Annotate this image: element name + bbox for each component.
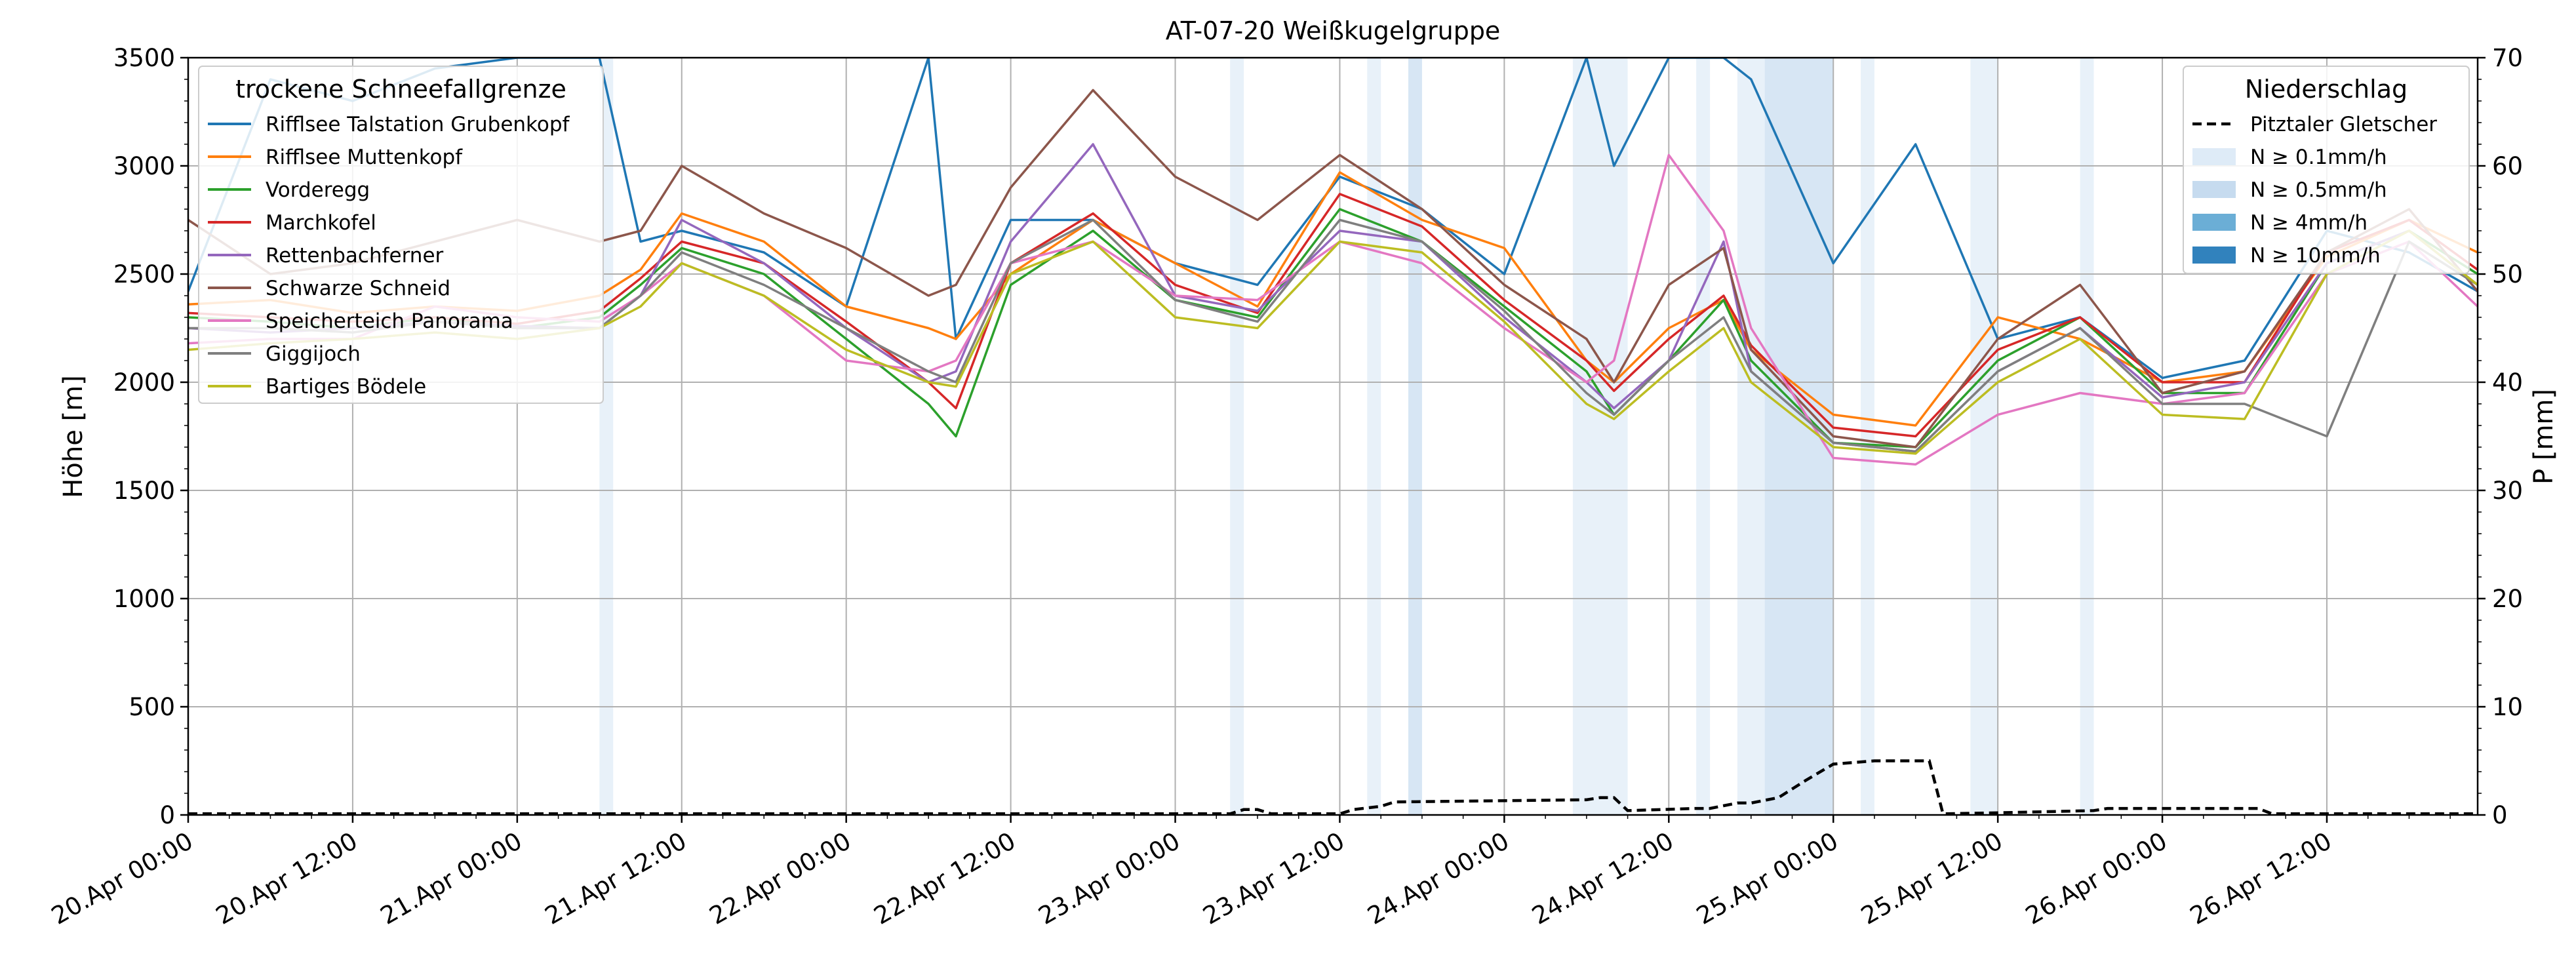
y-tick-label-6: 3000 <box>113 152 175 180</box>
grid <box>188 57 2478 816</box>
y2-tick-label-4: 40 <box>2492 368 2523 397</box>
legend-label-0: Rifflsee Talstation Grubenkopf <box>266 113 570 136</box>
y-tick-label-5: 2500 <box>113 260 175 288</box>
y2-tick-label-7: 70 <box>2492 44 2523 72</box>
y-axis-left: 0 500 1000 1500 2000 2500 3000 3500 <box>113 44 188 829</box>
legend-label-6: Speicherteich Panorama <box>266 309 513 333</box>
series-line-7 <box>188 218 2478 453</box>
series-line-0 <box>188 58 2478 380</box>
precip-band-8 <box>1861 58 1874 815</box>
legend-precip-label-2: N ≥ 0.5mm/h <box>2250 178 2387 202</box>
precip-bands <box>599 58 2094 815</box>
precip-line <box>188 759 2478 816</box>
precip-band-5 <box>1696 58 1711 815</box>
legend-label-8: Bartiges Bödele <box>266 375 426 399</box>
precip-band-9 <box>1970 58 1998 815</box>
y-axis-label: Höhe [m] <box>58 375 89 498</box>
precip-band-2 <box>1367 58 1381 815</box>
legend-label-7: Giggijoch <box>266 342 361 366</box>
legend-precip-label-4: N ≥ 10mm/h <box>2250 244 2381 267</box>
y-tick-label-4: 2000 <box>113 368 175 397</box>
plot-frame <box>187 56 2479 816</box>
y-tick-label-3: 1500 <box>113 477 175 505</box>
legend-precip-swatch-1 <box>2192 148 2236 165</box>
series-line-3 <box>188 193 2478 438</box>
precip-band-10 <box>2080 58 2094 815</box>
y-tick-label-7: 3500 <box>113 44 175 72</box>
precip-band-1 <box>1230 58 1244 815</box>
series-line-5 <box>188 89 2478 448</box>
legend-precip-title: Niederschlag <box>2245 75 2408 104</box>
precip-band-6 <box>1737 58 1765 815</box>
legend-precip-label-3: N ≥ 4mm/h <box>2250 211 2368 235</box>
y2-tick-label-2: 20 <box>2492 585 2523 613</box>
legend-precip-box <box>2183 66 2470 274</box>
legend-label-2: Vorderegg <box>266 178 370 202</box>
legend-precip-label-0: Pitztaler Gletscher <box>2250 113 2437 136</box>
y-tick-label-1: 500 <box>129 693 175 721</box>
legend-precip-label-1: N ≥ 0.1mm/h <box>2250 146 2387 169</box>
legend-series: trockene Schneefallgrenze Rifflsee Talsta… <box>198 66 604 404</box>
legend-series-title: trockene Schneefallgrenze <box>235 75 566 104</box>
legend-precip-swatch-2 <box>2192 181 2236 198</box>
y-axis-right: 0 10 20 30 40 50 60 70 <box>2478 44 2523 829</box>
series-line-2 <box>188 208 2478 448</box>
y-tick-label-0: 0 <box>159 801 175 829</box>
precip-line-layer <box>188 759 2478 816</box>
precip-band-3 <box>1408 58 1422 815</box>
legend-precip-swatch-4 <box>2192 247 2236 264</box>
y2-tick-label-3: 30 <box>2492 477 2523 505</box>
legend-label-5: Schwarze Schneid <box>266 277 450 300</box>
legend-label-4: Rettenbachferner <box>266 244 444 267</box>
series-line-8 <box>188 229 2478 455</box>
chart-title: AT-07-20 Weißkugelgruppe <box>1166 16 1501 45</box>
y2-tick-label-6: 60 <box>2492 152 2523 180</box>
legend-precipitation: Niederschlag Pitztaler Gletscher N ≥ 0.1mm… <box>2183 66 2470 274</box>
y-tick-label-2: 1000 <box>113 585 175 613</box>
legend-series-box <box>198 66 604 404</box>
legend-label-3: Marchkofel <box>266 211 376 235</box>
y-axis-right-label: P [mm] <box>2529 389 2559 484</box>
legend-label-1: Rifflsee Muttenkopf <box>266 146 463 169</box>
y2-tick-label-0: 0 <box>2492 801 2508 829</box>
series-lines <box>188 58 2478 466</box>
precip-band-7 <box>1764 58 1834 815</box>
precip-band-4 <box>1572 58 1628 815</box>
y2-tick-label-5: 50 <box>2492 260 2523 288</box>
legend-precip-swatch-3 <box>2192 214 2236 231</box>
y2-tick-label-1: 10 <box>2492 693 2523 721</box>
